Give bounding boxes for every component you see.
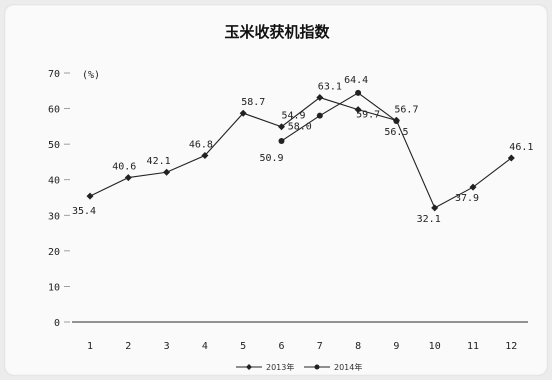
data-point <box>316 94 324 102</box>
y-tick-label: 60 <box>48 105 60 116</box>
x-tick-label: 1 <box>87 341 93 352</box>
y-tick-label: 20 <box>48 247 60 258</box>
data-label: 40.6 <box>112 162 136 173</box>
data-label: 37.9 <box>455 193 479 204</box>
chart-title: 玉米收获机指数 <box>224 23 330 41</box>
data-point <box>239 109 247 117</box>
legend: 2013年 2014年 <box>236 362 362 372</box>
y-tick-label: 70 <box>48 69 60 80</box>
data-point <box>201 152 209 160</box>
chart-frame <box>4 4 548 376</box>
y-tick-label: 40 <box>48 176 60 187</box>
data-label: 32.1 <box>417 214 441 225</box>
data-label: 64.4 <box>344 75 368 86</box>
data-label: 56.5 <box>384 127 408 138</box>
x-tick-label: 2 <box>125 341 131 352</box>
x-tick-label: 5 <box>240 341 246 352</box>
series-layer <box>86 89 515 212</box>
x-tick-label: 12 <box>505 341 517 352</box>
data-label: 59.7 <box>356 110 380 121</box>
data-label: 42.1 <box>147 156 171 167</box>
x-tick-label: 3 <box>164 341 170 352</box>
legend-marker <box>314 364 320 370</box>
data-point <box>86 192 94 200</box>
data-labels: 35.4 40.6 42.1 46.8 58.7 54.9 63.1 59.7 56.7 32.1… <box>72 75 533 225</box>
legend-label: 2014年 <box>334 362 362 372</box>
data-label: 63.1 <box>318 82 342 93</box>
x-tick-label: 8 <box>355 341 361 352</box>
data-point <box>124 174 132 182</box>
legend-marker <box>246 364 252 370</box>
data-point <box>393 118 400 125</box>
series-line-2 <box>281 92 397 142</box>
data-point <box>316 112 323 119</box>
y-tick-label: 10 <box>48 282 60 293</box>
data-point <box>431 204 439 212</box>
y-tick-label: 30 <box>48 211 60 222</box>
x-tick-label: 10 <box>429 341 441 352</box>
data-label: 50.9 <box>259 153 283 164</box>
series-line-1 <box>89 96 512 209</box>
data-label: 35.4 <box>72 206 96 217</box>
x-tick-label: 7 <box>317 341 323 352</box>
x-tick-label: 11 <box>467 341 479 352</box>
data-point <box>163 168 171 176</box>
data-point <box>469 183 477 191</box>
data-label: 54.9 <box>282 111 306 122</box>
data-point <box>354 106 362 114</box>
data-label: 58.0 <box>288 122 312 133</box>
x-tick-label: 4 <box>202 341 208 352</box>
data-point <box>278 123 285 131</box>
legend-label: 2013年 <box>266 362 294 372</box>
x-tick-label: 6 <box>278 341 284 352</box>
data-point <box>355 89 362 96</box>
data-point <box>278 137 285 144</box>
data-label: 56.7 <box>394 104 418 115</box>
data-label: 46.8 <box>189 140 213 151</box>
y-tick-label: 0 <box>54 318 60 329</box>
data-label: 58.7 <box>241 97 265 108</box>
data-label: 46.1 <box>509 142 533 153</box>
y-axis-unit: (%) <box>82 70 100 81</box>
x-tick-label: 9 <box>393 341 399 352</box>
y-tick-label: 50 <box>48 140 60 151</box>
data-point <box>507 154 515 162</box>
